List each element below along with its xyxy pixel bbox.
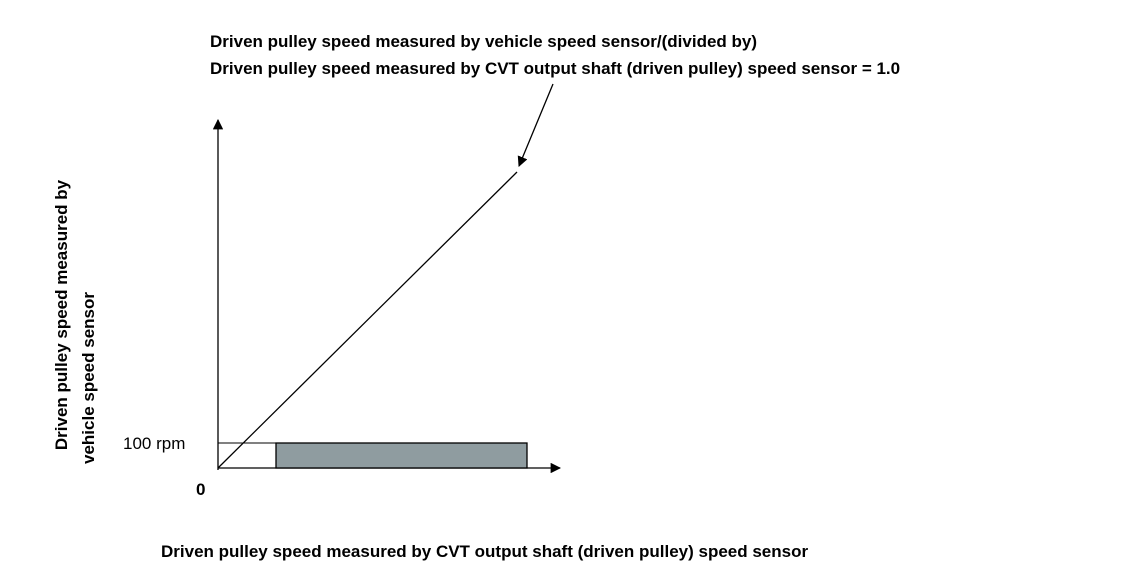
threshold-box: [217, 442, 277, 469]
annotation-line-2: Driven pulley speed measured by CVT outp…: [210, 59, 900, 78]
annotation-leader-arrow: [517, 83, 554, 167]
annotation-line-1: Driven pulley speed measured by vehicle …: [210, 32, 757, 51]
y-axis-label-line-1: Driven pulley speed measured by: [52, 179, 71, 450]
x-axis-label: Driven pulley speed measured by CVT outp…: [161, 542, 808, 561]
ratio-line: [217, 171, 518, 469]
tick-label-100rpm: 100 rpm: [123, 434, 185, 453]
y-axis-label-line-2: vehicle speed sensor: [79, 292, 98, 464]
shaded-band: [275, 442, 528, 469]
origin-label: 0: [196, 480, 205, 499]
